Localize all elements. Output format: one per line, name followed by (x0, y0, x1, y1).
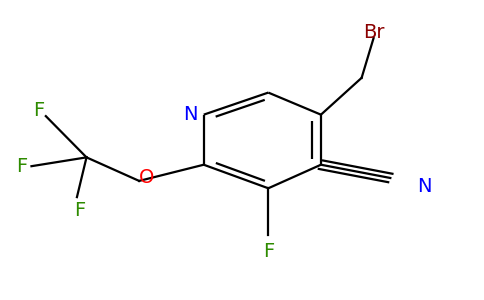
Text: F: F (16, 157, 28, 176)
Text: O: O (138, 169, 154, 188)
Text: F: F (74, 201, 85, 220)
Text: N: N (183, 105, 197, 124)
Text: F: F (263, 242, 274, 261)
Text: N: N (417, 177, 431, 196)
Text: Br: Br (363, 23, 384, 42)
Text: F: F (33, 101, 45, 120)
